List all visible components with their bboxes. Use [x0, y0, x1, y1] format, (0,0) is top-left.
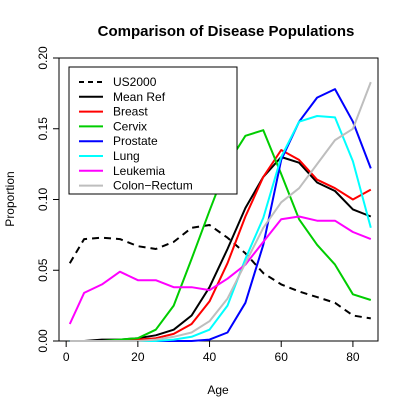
legend-label-colon-rectum: Colon−Rectum	[113, 179, 193, 193]
y-tick-label: 0.15	[36, 117, 50, 141]
legend-label-us2000: US2000	[113, 75, 157, 89]
series-line-leukemia	[68, 215, 372, 325]
y-axis: 0.00 0.05 0.10 0.15 0.20	[36, 46, 59, 353]
y-tick-label: 0.20	[36, 46, 50, 70]
y-tick-label: 0.00	[36, 329, 50, 353]
legend-label-mean-ref: Mean Ref	[113, 90, 166, 104]
y-tick-label: 0.05	[36, 258, 50, 282]
series-line-colon-rectum	[69, 81, 372, 342]
legend-label-prostate: Prostate	[113, 134, 158, 148]
x-tick-label: 80	[346, 350, 360, 364]
legend-box	[68, 66, 238, 195]
x-tick-label: 60	[275, 350, 289, 364]
y-tick-label: 0.10	[36, 187, 50, 211]
x-tick-label: 20	[131, 350, 145, 364]
x-tick-label: 0	[63, 350, 70, 364]
legend-label-leukemia: Leukemia	[113, 164, 165, 178]
legend-label-breast: Breast	[113, 105, 148, 119]
chart-title: Comparison of Disease Populations	[98, 23, 355, 40]
legend-label-cervix: Cervix	[113, 119, 147, 133]
legend-label-lung: Lung	[113, 149, 140, 163]
x-tick-label: 40	[203, 350, 217, 364]
x-axis-label: Age	[207, 383, 229, 397]
y-axis-label: Proportion	[3, 171, 17, 226]
series-line-us2000	[68, 224, 371, 320]
x-axis: 0 20 40 60 80	[63, 341, 360, 364]
